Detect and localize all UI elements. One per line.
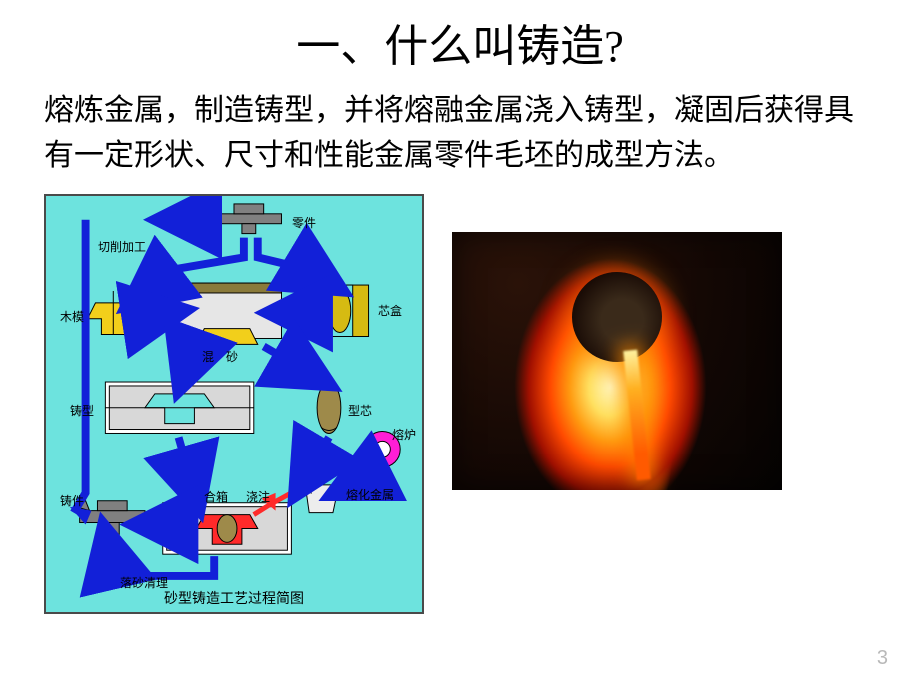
- definition-text: 熔炼金属，制造铸型，并将熔融金属浇入铸型，凝固后获得具有一定形状、尺寸和性能金属…: [0, 88, 920, 194]
- molten-metal-photo: [452, 232, 782, 490]
- diagram-caption: 砂型铸造工艺过程简图: [46, 588, 422, 608]
- label-wood-pattern: 木模: [60, 308, 84, 325]
- node-mix-sand: [173, 283, 282, 344]
- node-part: [216, 204, 281, 234]
- node-wood-pattern: [88, 291, 139, 335]
- node-mold: [105, 382, 253, 433]
- label-mix-sand: 混 砂: [202, 348, 238, 365]
- label-machining: 切削加工: [98, 238, 146, 255]
- label-core-box: 芯盒: [378, 302, 402, 319]
- label-core: 型芯: [348, 402, 372, 419]
- node-core: [317, 382, 341, 433]
- label-part: 零件: [292, 214, 316, 231]
- label-molten-metal: 熔化金属: [346, 486, 394, 503]
- label-furnace: 熔炉: [392, 426, 416, 443]
- images-row: 零件 切削加工 木模 芯盒 混 砂 铸型 型芯 熔炉 熔化金属 合箱 浇注 铸件…: [0, 194, 920, 614]
- label-casting: 铸件: [60, 492, 84, 509]
- sand-casting-flowchart: 零件 切削加工 木模 芯盒 混 砂 铸型 型芯 熔炉 熔化金属 合箱 浇注 铸件…: [44, 194, 424, 614]
- label-pour: 浇注: [246, 488, 270, 505]
- node-molten-metal-cup: [295, 485, 339, 513]
- slide-title: 一、什么叫铸造?: [0, 0, 920, 88]
- page-number: 3: [877, 647, 888, 670]
- node-core-box: [311, 285, 368, 336]
- label-box: 合箱: [204, 488, 228, 505]
- label-mold: 铸型: [70, 402, 94, 419]
